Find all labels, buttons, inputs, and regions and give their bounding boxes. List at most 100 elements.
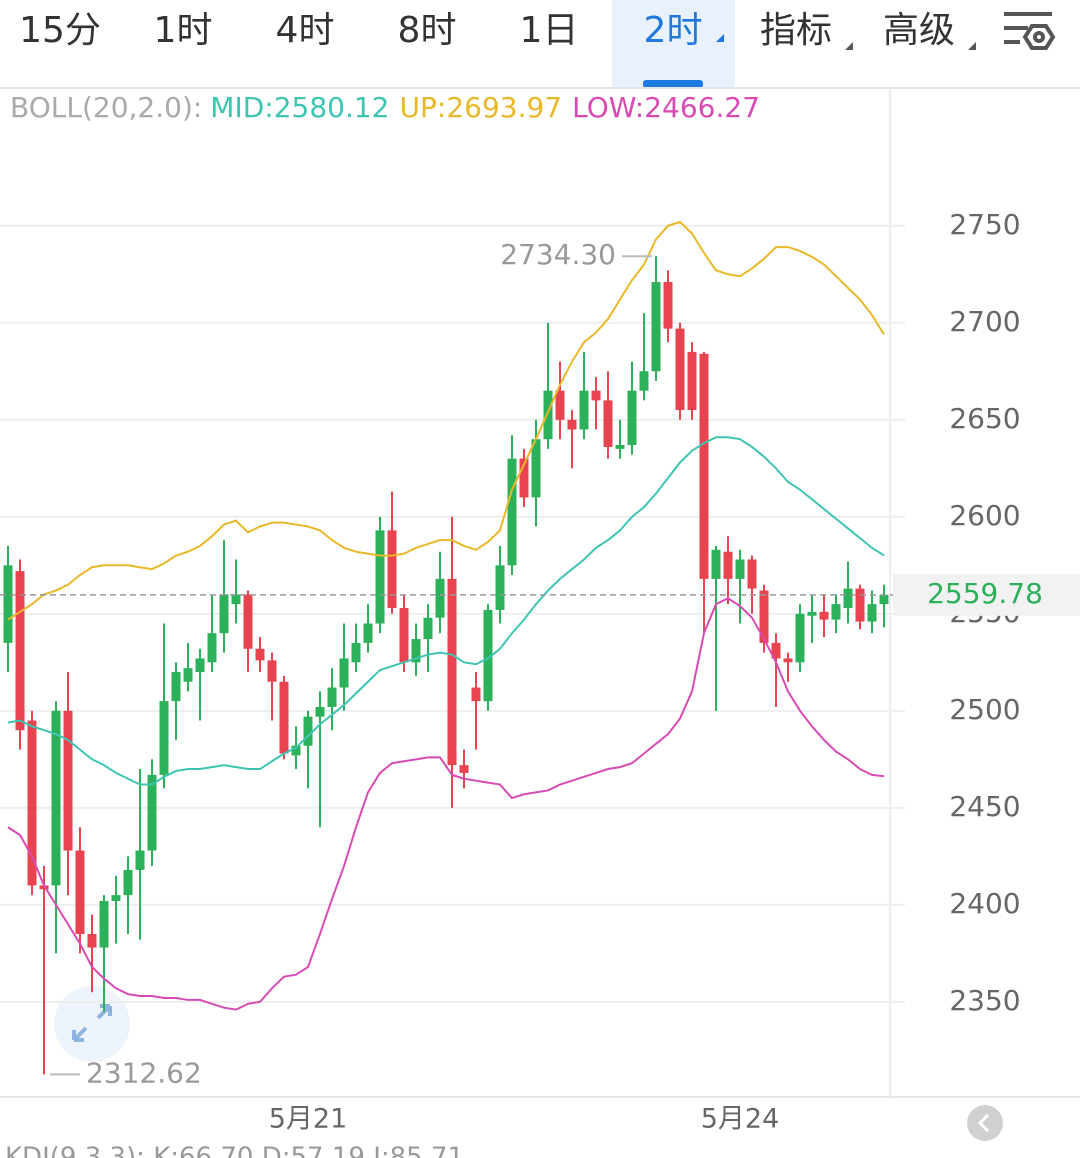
candle-body xyxy=(387,530,397,608)
candle-body xyxy=(303,716,313,746)
back-to-latest[interactable] xyxy=(967,1105,1003,1141)
y-tick-label: 2750 xyxy=(949,208,1020,241)
candle-body xyxy=(675,328,685,411)
candle-body xyxy=(435,578,445,618)
y-tick-label: 2400 xyxy=(949,887,1020,920)
candle-body xyxy=(123,869,133,896)
candle-body xyxy=(315,706,325,717)
tab-arrow xyxy=(968,42,976,50)
candle-body xyxy=(723,551,733,579)
candle-body xyxy=(255,648,265,661)
candle-body xyxy=(207,633,217,663)
candle-body xyxy=(171,672,181,702)
candle-body xyxy=(483,609,493,702)
y-tick-label: 2350 xyxy=(949,984,1020,1017)
candle-body xyxy=(195,658,205,673)
candle-body xyxy=(831,604,841,620)
candle-body xyxy=(51,710,61,886)
candle-body xyxy=(795,613,805,663)
candle-body xyxy=(363,623,373,643)
tab[interactable]: 1日 xyxy=(520,10,579,51)
candle-body xyxy=(627,390,637,446)
candle-body xyxy=(411,639,421,663)
y-tick-label: 2450 xyxy=(949,790,1020,823)
candle-body xyxy=(663,282,673,329)
tab[interactable]: 4时 xyxy=(276,10,335,51)
candle-body xyxy=(639,371,649,391)
candle-body xyxy=(375,530,385,624)
candle-body xyxy=(771,642,781,659)
candle-body xyxy=(147,774,157,851)
candle-body xyxy=(279,681,289,754)
boll-line xyxy=(7,220,885,621)
candle-body xyxy=(291,745,301,756)
high-label: 2734.30 xyxy=(500,238,616,271)
candle-body xyxy=(531,439,541,498)
candle-body xyxy=(99,900,109,948)
settings-icon[interactable] xyxy=(1004,12,1056,50)
next-indicator: KDJ(9,3,3): K:66.70 D:57.19 J:85.71 xyxy=(5,1143,464,1158)
candle-body xyxy=(855,588,865,622)
candle-body xyxy=(219,594,229,634)
candle-body xyxy=(555,390,565,420)
last-price-box xyxy=(893,573,1080,616)
candle-body xyxy=(507,458,517,566)
expand-button[interactable] xyxy=(54,986,130,1062)
candle-body xyxy=(3,565,13,643)
candle-body xyxy=(159,701,169,775)
x-tick-label: 5月24 xyxy=(701,1104,780,1135)
tab[interactable]: 8时 xyxy=(398,10,457,51)
candle-body xyxy=(327,687,337,707)
candle-body xyxy=(39,885,49,890)
candle-body xyxy=(867,604,877,622)
candle-body xyxy=(711,549,721,579)
candle-body xyxy=(603,400,613,447)
candle-body xyxy=(699,353,709,579)
tab-arrow xyxy=(845,42,853,50)
tab[interactable]: 高级 xyxy=(883,10,955,51)
candle-body xyxy=(567,419,577,430)
candle-body xyxy=(519,458,529,498)
legend-entry: LOW:2466.27 xyxy=(572,91,760,124)
candle-body xyxy=(243,594,253,649)
candle-body xyxy=(495,565,505,610)
indicator-label: BOLL(20,2.0): xyxy=(10,91,202,124)
candle-body xyxy=(819,611,829,620)
candle-body xyxy=(735,559,745,579)
candle-body xyxy=(63,710,73,851)
active-tab-bg xyxy=(612,0,735,88)
tab[interactable]: 1时 xyxy=(154,10,213,51)
last-price-label: 2559.78 xyxy=(927,577,1043,610)
candle-body xyxy=(87,933,97,948)
y-tick-label: 2500 xyxy=(949,693,1020,726)
candle-body xyxy=(111,895,121,901)
candle-body xyxy=(807,611,817,616)
legend-entry: MID:2580.12 xyxy=(210,91,389,124)
candle-body xyxy=(471,687,481,702)
y-tick-label: 2650 xyxy=(949,402,1020,435)
x-tick-label: 5月21 xyxy=(269,1104,348,1135)
candle-body xyxy=(27,720,37,886)
candle-body xyxy=(351,642,361,663)
candle-body xyxy=(339,658,349,688)
candle-body xyxy=(843,588,853,608)
low-label: 2312.62 xyxy=(86,1056,202,1089)
candle-body xyxy=(615,445,625,449)
candle-body xyxy=(747,559,757,589)
candle-body xyxy=(759,590,769,643)
legend-entry: UP:2693.97 xyxy=(400,91,563,124)
tab[interactable]: 指标 xyxy=(760,10,832,51)
candle-body xyxy=(459,765,469,773)
candle-body xyxy=(687,351,697,411)
tab[interactable]: 2时 xyxy=(644,10,703,51)
boll-line xyxy=(7,597,885,1011)
candle-body xyxy=(423,617,433,640)
candle-body xyxy=(651,282,661,372)
tab[interactable]: 15分 xyxy=(19,10,101,51)
candle-body xyxy=(231,594,241,605)
candle-body xyxy=(591,390,601,401)
y-tick-label: 2600 xyxy=(949,499,1020,532)
candle-body xyxy=(183,668,193,682)
boll-line xyxy=(7,436,885,786)
